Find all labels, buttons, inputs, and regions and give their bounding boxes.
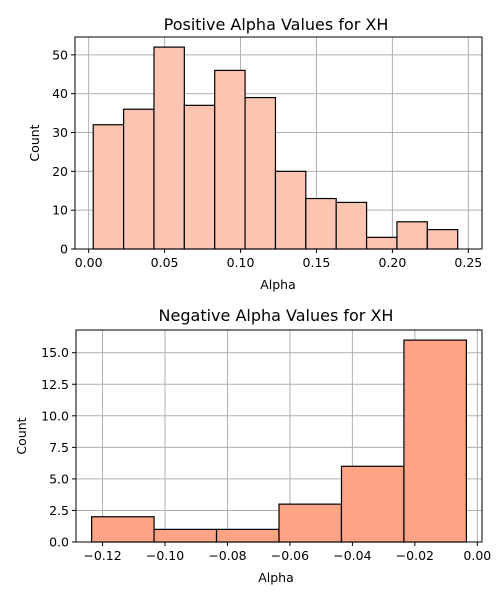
histogram-bar bbox=[403, 339, 467, 543]
y-tick-label: 12.5 bbox=[41, 377, 69, 392]
ticks: 0.00 0.05 0.10 0.15 0.20 0.25 0 10 20 30 40 50 bbox=[52, 47, 482, 270]
y-tick-label: 5.0 bbox=[49, 471, 69, 486]
histogram-bar bbox=[215, 528, 280, 543]
x-tick-label: 0.15 bbox=[303, 255, 331, 270]
histogram-bar bbox=[153, 528, 218, 543]
y-axis-label: Count bbox=[14, 417, 29, 454]
y-tick-label: 10 bbox=[52, 203, 68, 218]
histogram-bar bbox=[396, 221, 428, 250]
y-tick-label: 0 bbox=[60, 242, 68, 257]
plot-frame bbox=[74, 36, 483, 250]
plot-frame bbox=[75, 329, 483, 543]
histogram-bar bbox=[91, 516, 155, 543]
histogram-bar bbox=[153, 46, 185, 250]
histogram-bar bbox=[214, 69, 246, 250]
y-tick-label: 15.0 bbox=[41, 345, 69, 360]
histogram-bar bbox=[305, 197, 337, 250]
histogram-bar bbox=[365, 236, 398, 250]
histogram-bar bbox=[335, 201, 368, 250]
x-tick-label: −0.12 bbox=[83, 548, 121, 563]
chart-title: Positive Alpha Values for XH bbox=[164, 15, 389, 34]
x-tick-label: −0.04 bbox=[333, 548, 371, 563]
y-tick-label: 0.0 bbox=[49, 535, 69, 550]
histogram-bar bbox=[278, 503, 343, 543]
x-tick-label: 0.10 bbox=[227, 255, 255, 270]
x-tick-label: −0.10 bbox=[146, 548, 184, 563]
y-tick-label: 7.5 bbox=[49, 440, 69, 455]
x-tick-label: 0.20 bbox=[378, 255, 406, 270]
bars bbox=[92, 46, 459, 250]
x-axis-label: Alpha bbox=[258, 570, 294, 585]
bars bbox=[91, 339, 467, 543]
positive-alpha-chart: Positive Alpha Values for XH 0.00 0.05 0.1… bbox=[27, 15, 483, 292]
y-tick-label: 40 bbox=[52, 86, 68, 101]
x-axis-label: Alpha bbox=[260, 277, 296, 292]
x-tick-label: −0.02 bbox=[396, 548, 434, 563]
y-tick-label: 10.0 bbox=[41, 408, 69, 423]
x-tick-label: 0.25 bbox=[454, 255, 482, 270]
x-tick-label: 0.00 bbox=[463, 548, 491, 563]
histogram-bar bbox=[183, 104, 216, 250]
negative-alpha-chart: Negative Alpha Values for XH −0.12 −0.10−… bbox=[14, 306, 491, 585]
histogram-bar bbox=[274, 170, 307, 250]
y-tick-label: 20 bbox=[52, 164, 68, 179]
x-tick-label: 0.05 bbox=[151, 255, 179, 270]
histogram-bar bbox=[92, 124, 125, 250]
x-tick-label: −0.06 bbox=[271, 548, 309, 563]
x-tick-label: −0.08 bbox=[208, 548, 246, 563]
ticks: −0.12 −0.10 −0.08 −0.06 −0.04 −0.02 0.00 0.0 2.5… bbox=[41, 345, 491, 563]
histogram-bar bbox=[122, 108, 155, 250]
y-tick-label: 2.5 bbox=[49, 503, 69, 518]
y-axis-label: Count bbox=[27, 124, 42, 161]
histogram-bar bbox=[340, 465, 405, 543]
histogram-bar bbox=[244, 96, 277, 250]
y-tick-label: 30 bbox=[52, 125, 68, 140]
y-tick-label: 50 bbox=[52, 47, 68, 62]
chart-title: Negative Alpha Values for XH bbox=[159, 306, 394, 325]
x-tick-label: 0.00 bbox=[75, 255, 103, 270]
histogram-bar bbox=[426, 228, 459, 250]
